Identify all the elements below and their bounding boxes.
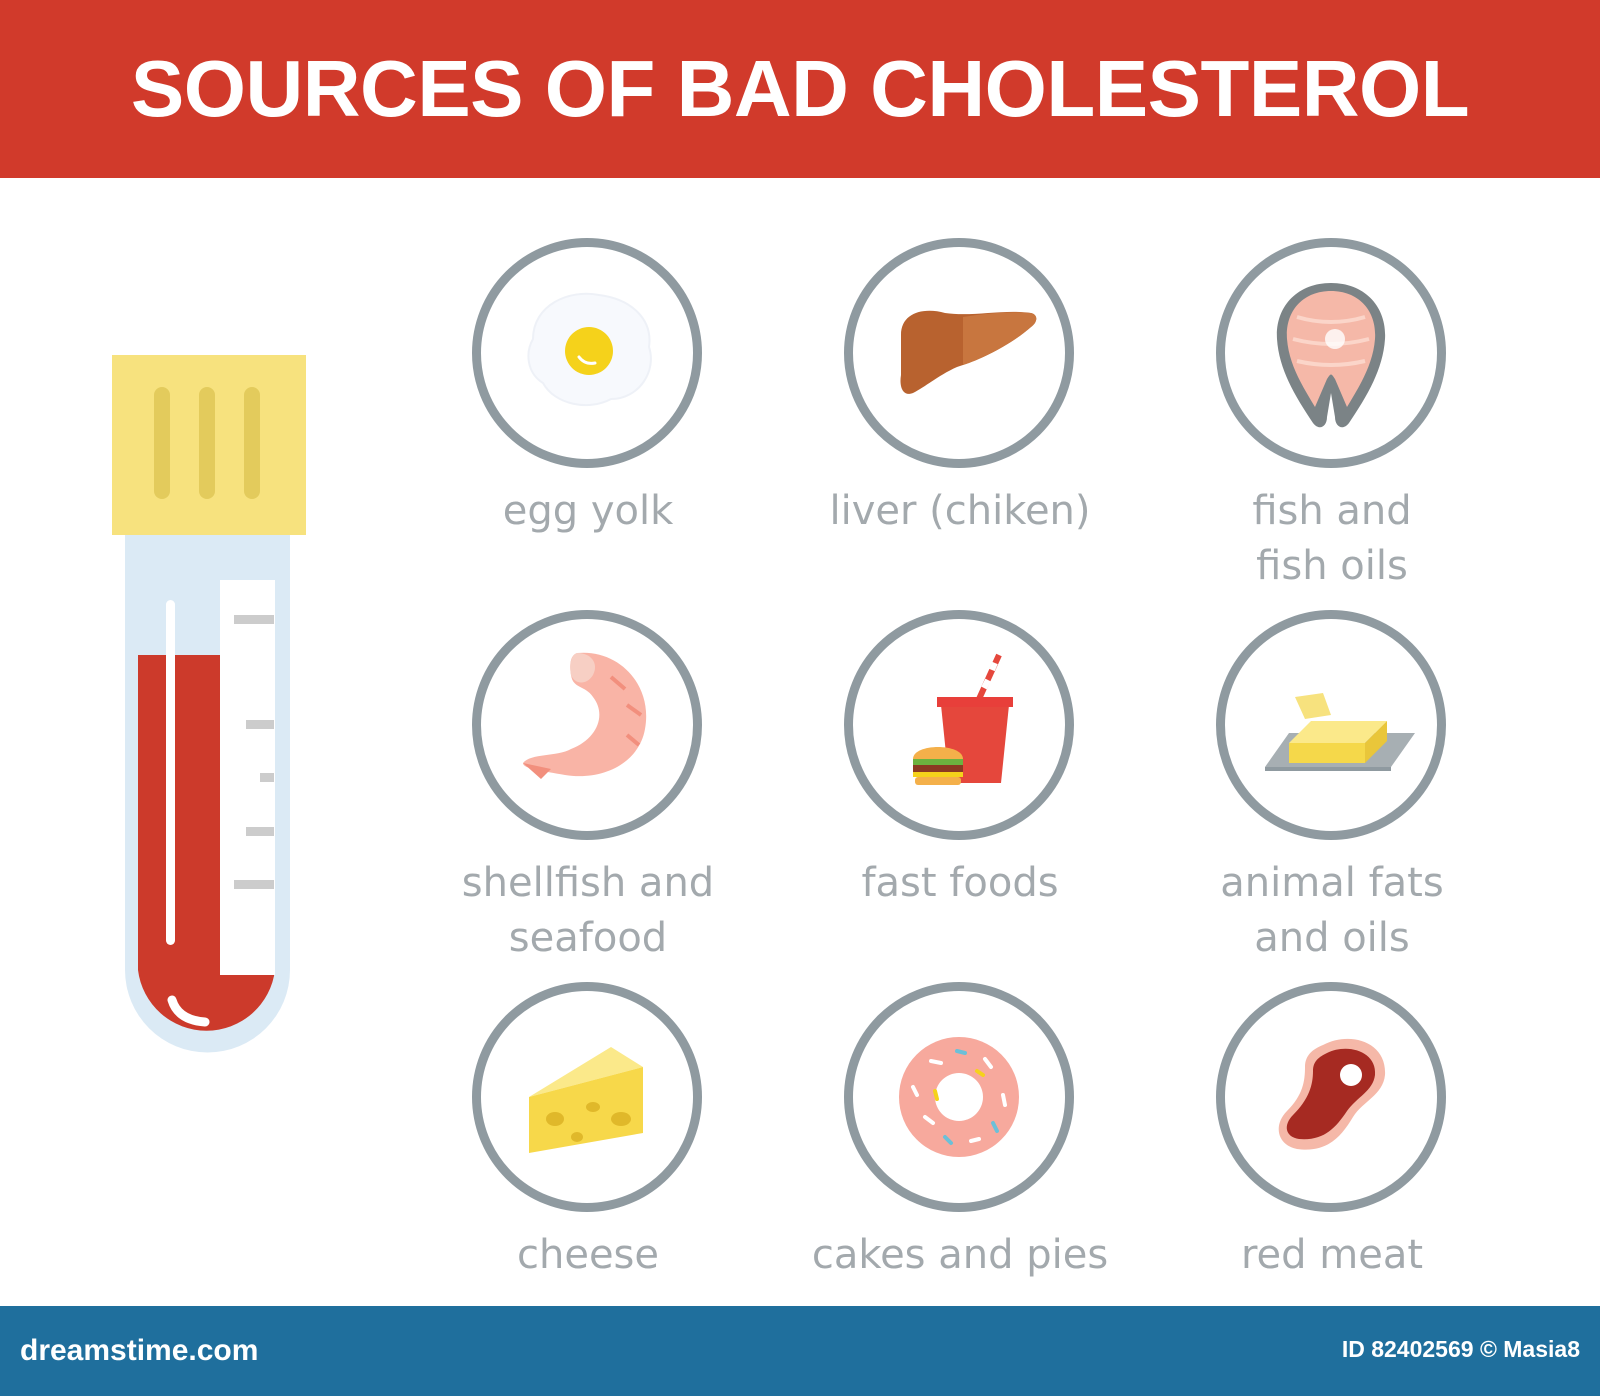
icon-circle (1216, 610, 1446, 840)
icon-circle (844, 982, 1074, 1212)
food-item-cheese: cheese (408, 982, 768, 1332)
food-label: shellfish and seafood (408, 856, 768, 966)
label-line: fast foods (861, 860, 1059, 906)
food-item-animal-fats: animal fats and oils (1152, 610, 1512, 961)
icon-circle (472, 982, 702, 1212)
cheese-icon (529, 1047, 643, 1153)
food-label: liver (chiken) (780, 484, 1140, 539)
food-item-shellfish: shellfish and seafood (408, 610, 768, 961)
label-line: shellfish and (461, 860, 715, 906)
test-tube-icon (112, 355, 306, 1053)
icon-circle (1216, 982, 1446, 1212)
icon-circle (472, 238, 702, 468)
food-label: cheese (408, 1228, 768, 1283)
icon-circle (844, 610, 1074, 840)
food-label: fast foods (780, 856, 1140, 911)
footer-bar: dreamstime.com ID 82402569 © Masia8 (0, 1306, 1600, 1396)
site-brand[interactable]: dreamstime.com (20, 1334, 259, 1367)
food-label: animal fats and oils (1152, 856, 1512, 966)
food-item-egg-yolk: egg yolk (408, 238, 768, 588)
image-id-text: ID 82402569 © Masia8 (1341, 1336, 1580, 1362)
food-label: egg yolk (408, 484, 768, 539)
butter-icon (1265, 693, 1415, 771)
label-line: cheese (516, 1232, 659, 1278)
label-line: fish oils (1256, 543, 1408, 589)
label-line: egg yolk (502, 488, 674, 534)
food-item-liver: liver (chiken) (780, 238, 1140, 588)
label-line: fish and (1252, 488, 1412, 534)
label-line: liver (chiken) (829, 488, 1091, 534)
food-label: fish and fish oils (1152, 484, 1512, 594)
donut-icon (899, 1037, 1019, 1157)
food-item-red-meat: red meat (1152, 982, 1512, 1332)
food-item-fish: fish and fish oils (1152, 238, 1512, 589)
egg-icon (527, 292, 652, 406)
fast-food-icon (913, 653, 1013, 785)
icon-circle (844, 238, 1074, 468)
food-item-cakes: cakes and pies (780, 982, 1140, 1332)
shrimp-icon (523, 652, 647, 779)
label-line: red meat (1240, 1232, 1424, 1278)
steak-icon (1278, 1038, 1386, 1150)
fish-steak-icon (1276, 283, 1386, 428)
icon-circle (1216, 238, 1446, 468)
label-line: and oils (1254, 915, 1410, 961)
page-title: SOURCES OF BAD CHOLESTEROL (130, 44, 1470, 133)
label-line: animal fats (1220, 860, 1444, 906)
icon-circle (472, 610, 702, 840)
label-line: cakes and pies (811, 1232, 1109, 1278)
liver-icon (900, 310, 1037, 394)
food-label: red meat (1152, 1228, 1512, 1283)
label-line: seafood (508, 915, 668, 961)
title-banner: SOURCES OF BAD CHOLESTEROL (0, 0, 1600, 178)
food-item-fast-foods: fast foods (780, 610, 1140, 960)
food-label: cakes and pies (780, 1228, 1140, 1283)
